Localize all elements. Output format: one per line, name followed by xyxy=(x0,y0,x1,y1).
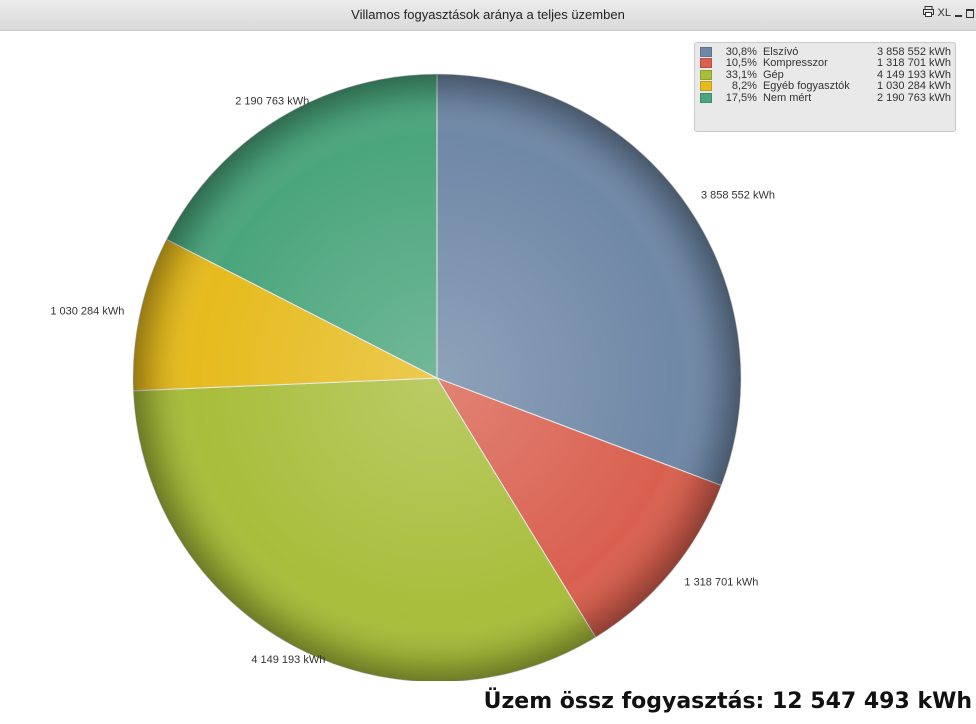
legend-item[interactable]: 8,2% Egyéb fogyasztók 1 030 284 kWh xyxy=(700,80,951,93)
legend-percent: 30,8% xyxy=(725,45,757,58)
legend-value: 1 030 284 kWh xyxy=(877,80,951,93)
legend-swatch xyxy=(700,92,712,103)
legend-item[interactable]: 33,1% Gép 4 149 193 kWh xyxy=(700,69,951,81)
slice-value-label: 1 030 284 kWh xyxy=(50,305,124,317)
maximize-icon[interactable] xyxy=(966,8,974,18)
legend-value: 3 858 552 kWh xyxy=(877,45,951,58)
legend-swatch xyxy=(700,58,712,69)
print-icon[interactable] xyxy=(922,6,934,20)
legend-percent: 8,2% xyxy=(731,80,757,93)
minimize-icon[interactable] xyxy=(955,15,962,17)
slice-value-label: 1 318 701 kWh xyxy=(684,577,758,589)
legend-swatch xyxy=(700,69,712,80)
legend-name: Nem mért xyxy=(762,91,812,104)
chart-title: Villamos fogyasztások aránya a teljes üz… xyxy=(351,7,625,22)
legend-value: 4 149 193 kWh xyxy=(877,68,951,81)
legend-item[interactable]: 10,5% Kompresszor 1 318 701 kWh xyxy=(700,57,951,70)
legend-name: Elszívó xyxy=(762,45,799,58)
chart-legend: 30,8% Elszívó 3 858 552 kWh 10,5% Kompre… xyxy=(694,42,956,132)
legend-swatch xyxy=(700,46,712,57)
slice-value-label: 4 149 193 kWh xyxy=(251,654,325,666)
legend-name: Egyéb fogyasztók xyxy=(762,80,850,93)
legend-percent: 10,5% xyxy=(725,57,757,70)
slice-value-label: 3 858 552 kWh xyxy=(701,189,775,201)
window-controls: XL xyxy=(922,6,974,20)
legend-item[interactable]: 17,5% Nem mért 2 190 763 kWh xyxy=(700,92,951,104)
legend-value: 1 318 701 kWh xyxy=(877,57,951,70)
legend-percent: 17,5% xyxy=(725,91,757,104)
chart-title-bar: Villamos fogyasztások aránya a teljes üz… xyxy=(0,0,976,31)
legend-swatch xyxy=(700,81,712,92)
slice-value-label: 2 190 763 kWh xyxy=(235,95,309,107)
total-consumption: Üzem össz fogyasztás: 12 547 493 kWh xyxy=(483,689,972,714)
send-to-excel-button[interactable]: XL xyxy=(937,7,951,19)
legend-item[interactable]: 30,8% Elszívó 3 858 552 kWh xyxy=(700,46,951,58)
legend-value: 2 190 763 kWh xyxy=(877,91,951,104)
legend-name: Kompresszor xyxy=(762,57,828,70)
legend-name: Gép xyxy=(762,68,784,81)
legend-percent: 33,1% xyxy=(725,68,757,81)
